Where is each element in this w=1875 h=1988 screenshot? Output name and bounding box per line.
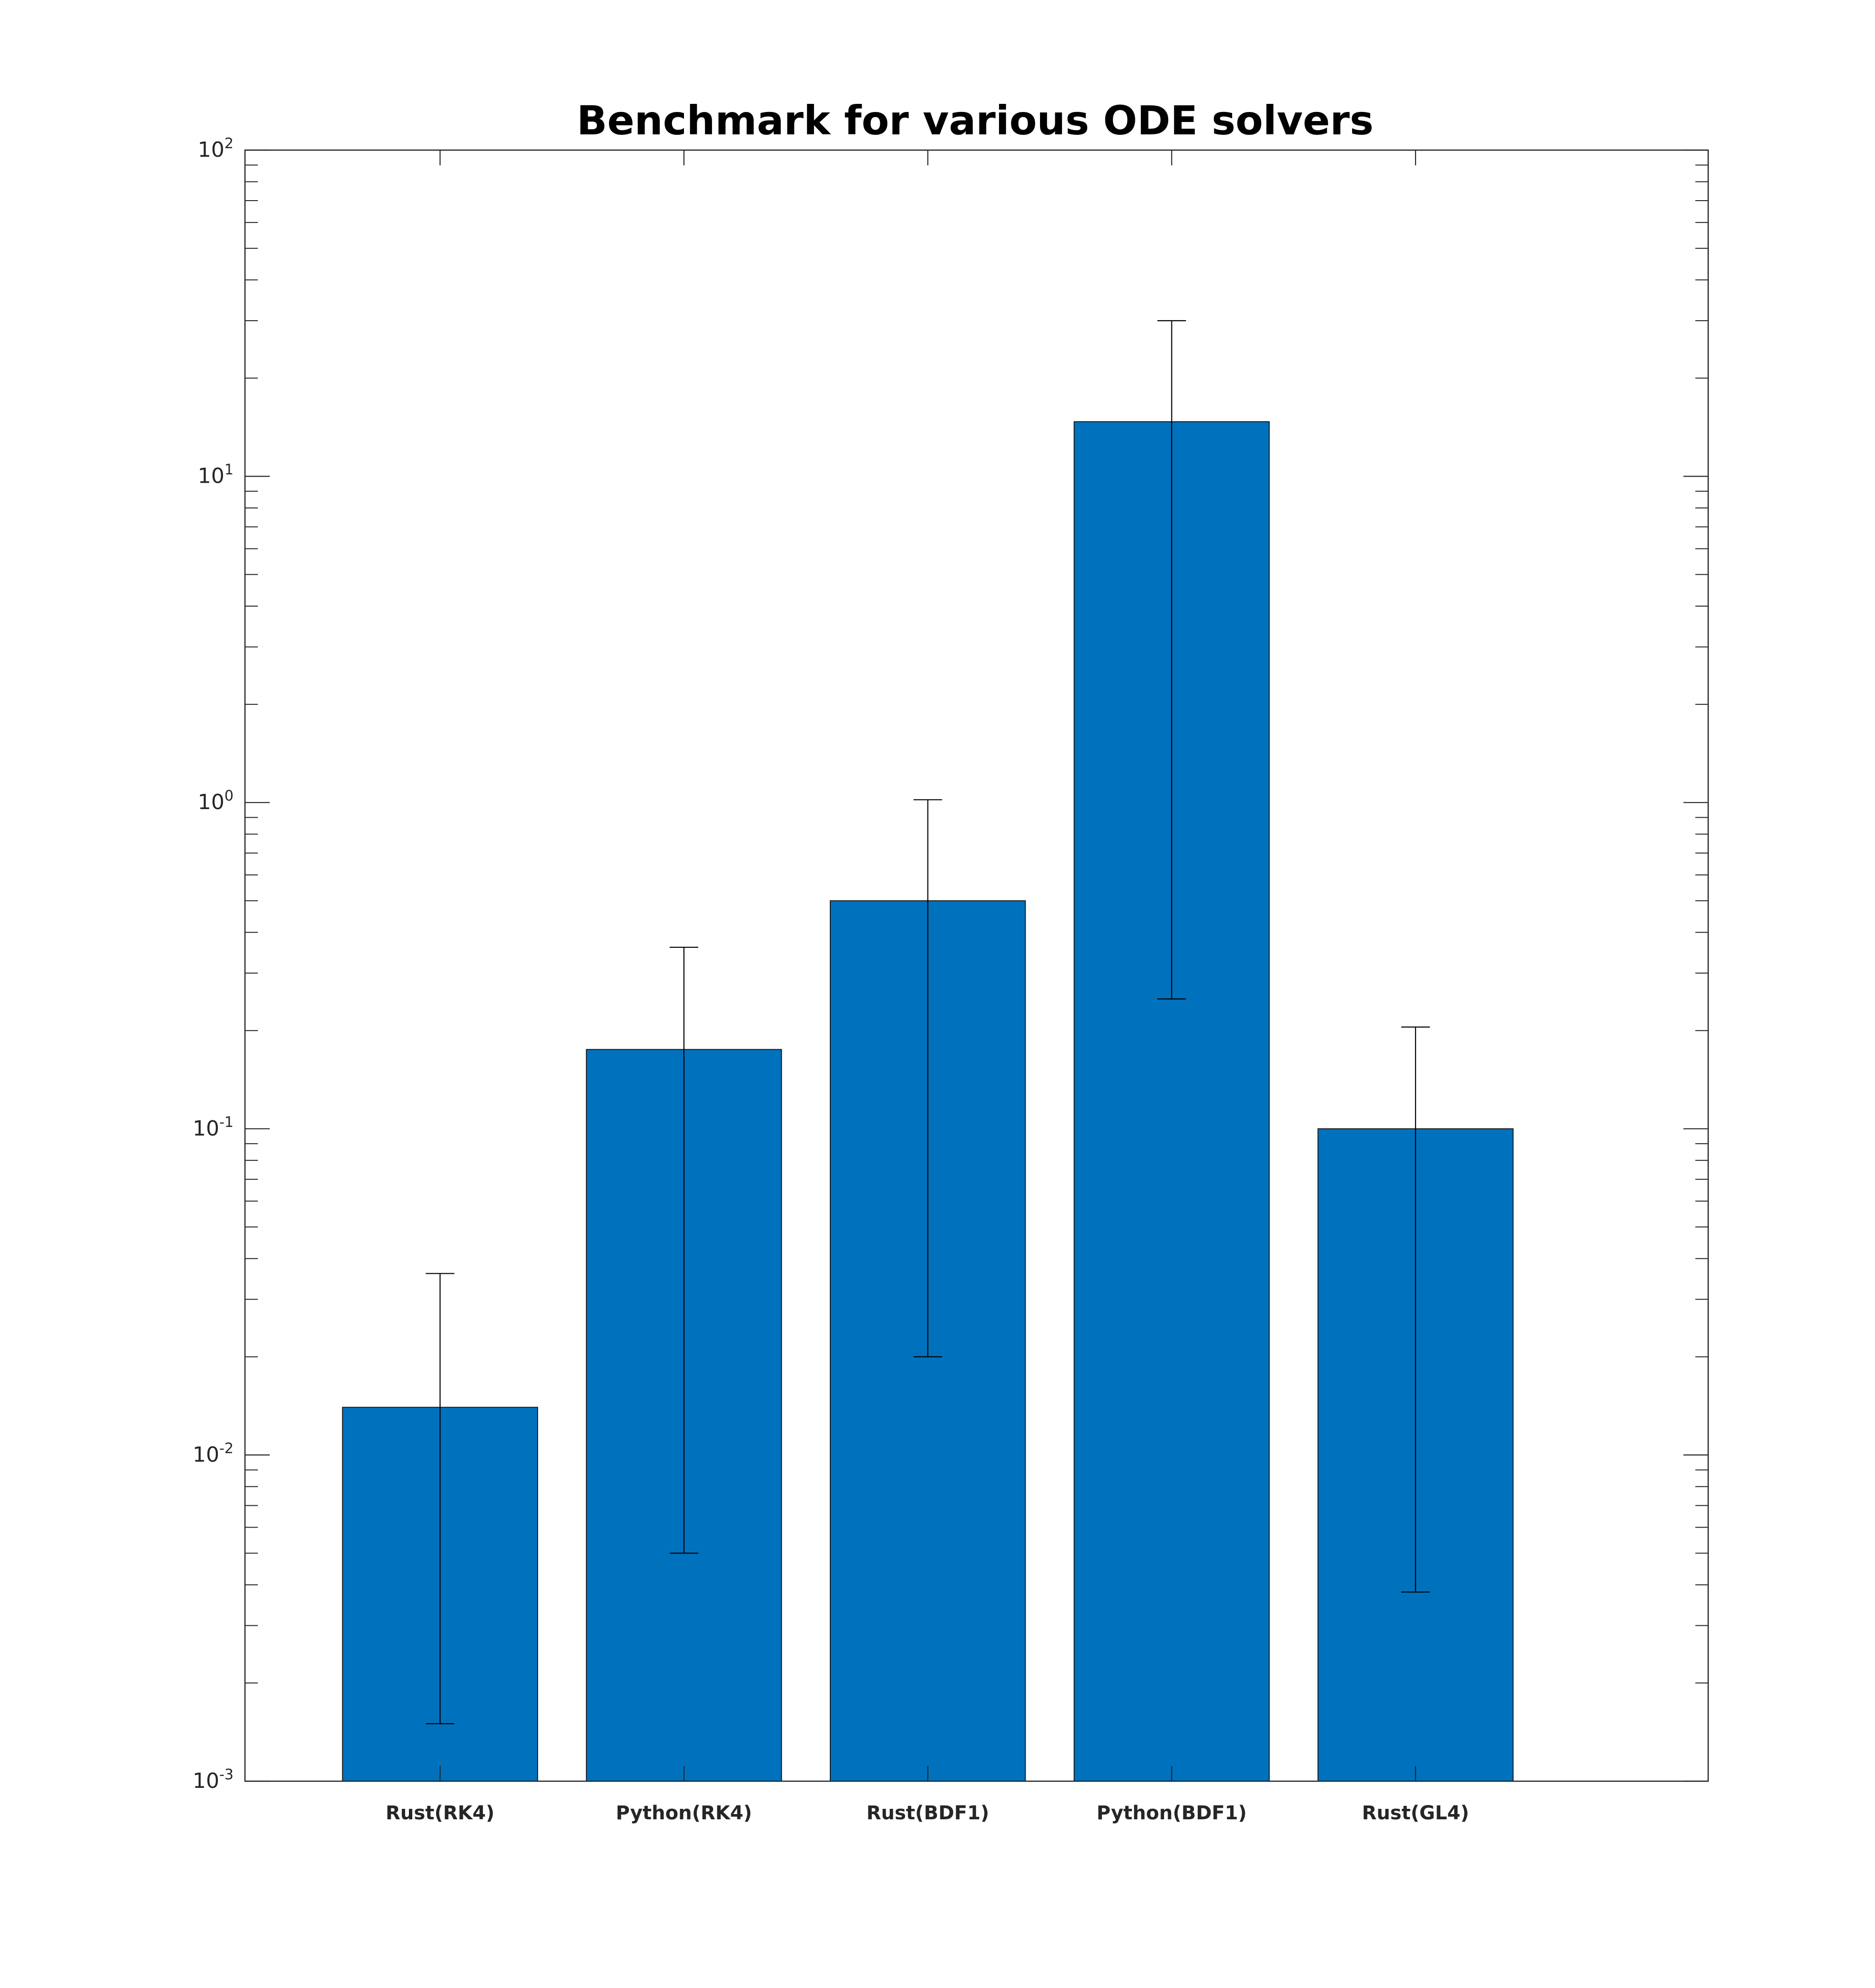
- x-tick-label: Python(BDF1): [1097, 1802, 1247, 1824]
- x-tick-label: Rust(RK4): [386, 1802, 494, 1824]
- plot-frame: [244, 149, 1709, 1782]
- y-tick-label: 100: [198, 788, 234, 814]
- y-tick-label: 101: [198, 462, 234, 488]
- axes-layer: [244, 149, 1709, 1782]
- x-tick-label: Rust(BDF1): [866, 1802, 989, 1824]
- y-tick-label: 10-3: [193, 1766, 234, 1793]
- chart-title: Benchmark for various ODE solvers: [577, 97, 1374, 144]
- labels-layer: 10-3 10-2 10-1 100 101 102 Rust(RK4) Python(RK4…: [193, 135, 1469, 1824]
- y-tick-label: 102: [198, 135, 234, 162]
- y-tick-label: 10-2: [193, 1440, 234, 1467]
- y-tick-label: 10-1: [193, 1114, 234, 1141]
- ticks-layer: [245, 149, 1708, 1782]
- x-tick-label: Python(RK4): [616, 1802, 752, 1824]
- x-tick-label: Rust(GL4): [1362, 1802, 1469, 1824]
- error-bars-layer: [426, 320, 1430, 1724]
